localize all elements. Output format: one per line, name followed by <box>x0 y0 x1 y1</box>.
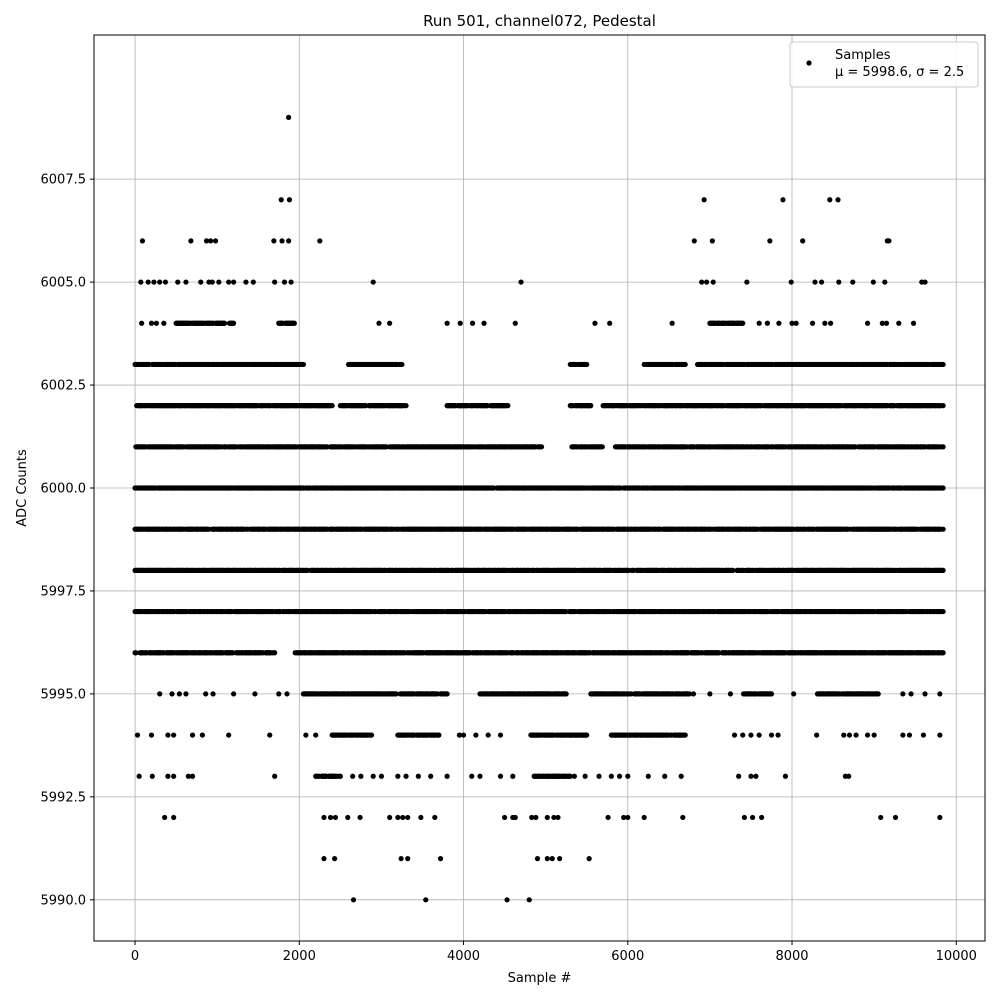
data-point <box>730 567 736 573</box>
data-point <box>940 567 946 573</box>
data-point <box>940 444 946 450</box>
data-point <box>940 485 946 491</box>
data-point <box>940 403 946 409</box>
data-point <box>588 403 594 409</box>
data-point <box>940 608 946 615</box>
data-point <box>599 444 605 450</box>
data-points <box>132 114 946 903</box>
data-point <box>403 403 409 409</box>
data-point <box>505 403 511 409</box>
data-point <box>538 444 545 450</box>
data-point <box>940 526 946 532</box>
data-point <box>272 650 278 656</box>
data-point <box>329 403 335 409</box>
